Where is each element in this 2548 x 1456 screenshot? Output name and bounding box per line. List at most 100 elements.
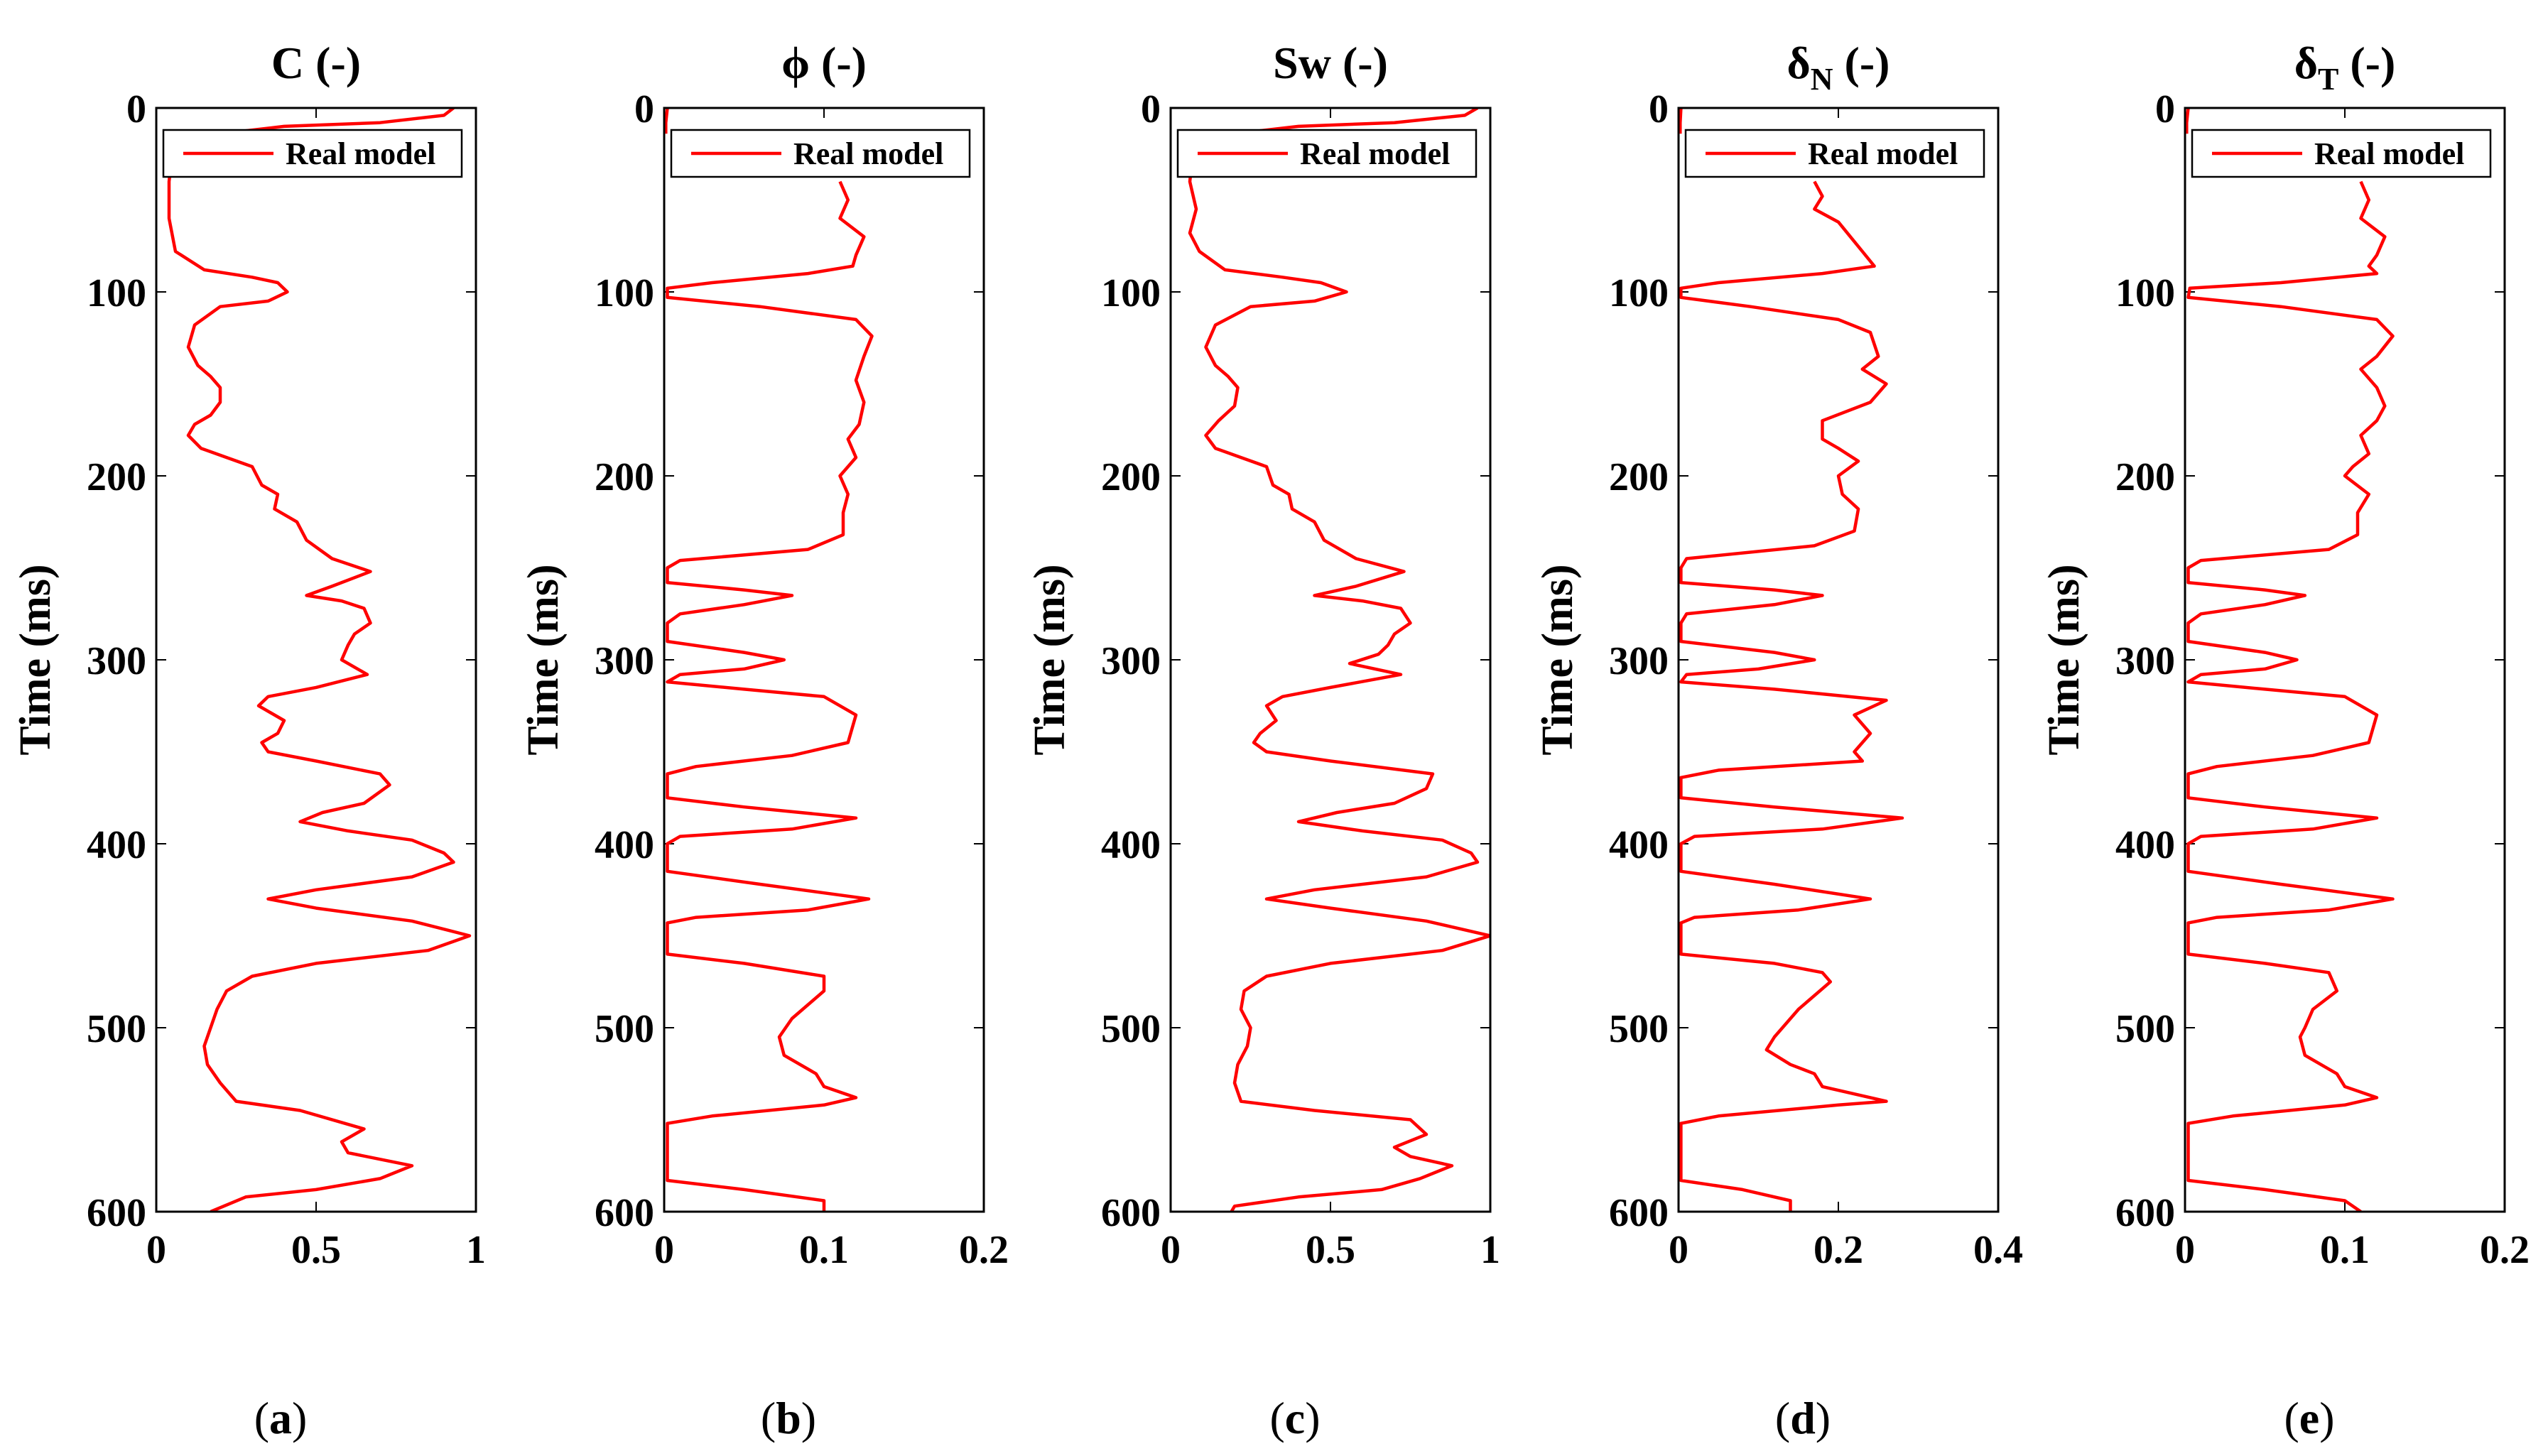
y-tick-label: 100 — [1609, 271, 1669, 315]
panel-caption: (a) — [254, 1393, 308, 1443]
x-tick-label: 0.1 — [2320, 1228, 2370, 1272]
y-axis-label: Time (ms) — [1534, 564, 1582, 755]
y-tick-label: 400 — [595, 823, 654, 867]
panel-title-main: δ — [2294, 38, 2318, 88]
y-tick-label: 0 — [1141, 87, 1161, 131]
y-tick-label: 600 — [1609, 1191, 1669, 1235]
axes-frame — [663, 107, 985, 1213]
y-tick-label: 300 — [595, 639, 654, 683]
y-tick-label: 500 — [87, 1007, 146, 1051]
panel-title: δT (-) — [2294, 38, 2396, 97]
y-tick-label: 200 — [87, 455, 146, 499]
caption-open-paren: ( — [1775, 1393, 1790, 1443]
panel-title-main: δ — [1787, 38, 1811, 88]
legend-label: Real model — [286, 136, 435, 171]
x-tick-label: 0 — [1669, 1228, 1688, 1272]
x-tick-label: 0 — [146, 1228, 166, 1272]
series-line-0 — [167, 108, 472, 1212]
y-tick-label: 500 — [595, 1007, 654, 1051]
caption-letter: c — [1285, 1393, 1305, 1443]
legend-label: Real model — [2314, 136, 2464, 171]
panel-caption: (e) — [2284, 1393, 2334, 1443]
panel-title-main: ϕ (-) — [781, 38, 867, 88]
caption-open-paren: ( — [254, 1393, 269, 1443]
y-tick-label: 500 — [2115, 1007, 2175, 1051]
legend-label: Real model — [1300, 136, 1450, 171]
y-tick-label: 400 — [2115, 823, 2175, 867]
y-axis-label: Time (ms) — [2040, 564, 2088, 755]
legend: Real model — [162, 129, 463, 178]
caption-letter: b — [776, 1393, 801, 1443]
x-tick-label: 0.2 — [2480, 1228, 2530, 1272]
x-tick-label: 0.5 — [1306, 1228, 1355, 1272]
x-tick-label: 0 — [1161, 1228, 1181, 1272]
panel-caption: (c) — [1269, 1393, 1320, 1443]
panel-title-subscript: N — [1811, 62, 1833, 97]
caption-close-paren: ) — [292, 1393, 307, 1443]
y-tick-label: 200 — [2115, 455, 2175, 499]
y-tick-label: 0 — [126, 87, 146, 131]
caption-open-paren: ( — [1269, 1393, 1284, 1443]
panel-title-subscript: T — [2318, 62, 2338, 97]
caption-close-paren: ) — [1816, 1393, 1831, 1443]
x-tick-label: 1 — [1480, 1228, 1500, 1272]
y-tick-label: 300 — [87, 639, 146, 683]
y-tick-label: 400 — [1101, 823, 1161, 867]
legend-label: Real model — [793, 136, 943, 171]
axes-frame — [2184, 107, 2506, 1213]
x-tick-label: 0.5 — [291, 1228, 341, 1272]
y-tick-label: 300 — [1101, 639, 1161, 683]
x-tick-label: 0.1 — [799, 1228, 849, 1272]
y-tick-label: 100 — [87, 271, 146, 315]
axes-frame — [1169, 107, 1492, 1213]
y-tick-label: 400 — [87, 823, 146, 867]
caption-open-paren: ( — [2284, 1393, 2299, 1443]
x-tick-label: 0.4 — [1973, 1228, 2023, 1272]
y-tick-label: 0 — [634, 87, 654, 131]
caption-letter: d — [1790, 1393, 1816, 1443]
panel-title-suffix: (-) — [1833, 38, 1890, 88]
y-tick-label: 100 — [595, 271, 654, 315]
y-tick-label: 300 — [2115, 639, 2175, 683]
panel-title: C (-) — [271, 38, 361, 88]
y-axis-label: Time (ms) — [519, 564, 568, 755]
caption-letter: e — [2299, 1393, 2319, 1443]
legend: Real model — [1684, 129, 1985, 178]
caption-close-paren: ) — [801, 1393, 816, 1443]
series-line-0 — [2185, 108, 2395, 1212]
series-line-0 — [1188, 108, 1490, 1212]
caption-open-paren: ( — [761, 1393, 776, 1443]
legend: Real model — [1176, 129, 1478, 178]
y-tick-label: 0 — [1649, 87, 1669, 131]
x-tick-label: 0 — [654, 1228, 674, 1272]
x-tick-label: 0.2 — [959, 1228, 1009, 1272]
y-tick-label: 400 — [1609, 823, 1669, 867]
panel-caption: (d) — [1775, 1393, 1831, 1443]
y-tick-label: 600 — [87, 1191, 146, 1235]
series-line-0 — [664, 108, 874, 1212]
x-tick-label: 1 — [466, 1228, 486, 1272]
y-tick-label: 600 — [1101, 1191, 1161, 1235]
panel-title: ϕ (-) — [781, 38, 867, 88]
y-tick-label: 500 — [1101, 1007, 1161, 1051]
y-tick-label: 600 — [595, 1191, 654, 1235]
panel-title-suffix: (-) — [2338, 38, 2395, 88]
y-tick-label: 100 — [2115, 271, 2175, 315]
legend: Real model — [2191, 129, 2492, 178]
y-axis-label: Time (ms) — [1026, 564, 1074, 755]
y-tick-label: 600 — [2115, 1191, 2175, 1235]
axes-frame — [1677, 107, 2000, 1213]
y-axis-label: Time (ms) — [11, 564, 60, 755]
y-tick-label: 100 — [1101, 271, 1161, 315]
panel-title: Sw (-) — [1273, 38, 1388, 88]
y-tick-label: 200 — [1609, 455, 1669, 499]
caption-close-paren: ) — [2319, 1393, 2334, 1443]
y-tick-label: 200 — [1101, 455, 1161, 499]
legend: Real model — [670, 129, 971, 178]
legend-label: Real model — [1808, 136, 1958, 171]
x-tick-label: 0.2 — [1814, 1228, 1863, 1272]
